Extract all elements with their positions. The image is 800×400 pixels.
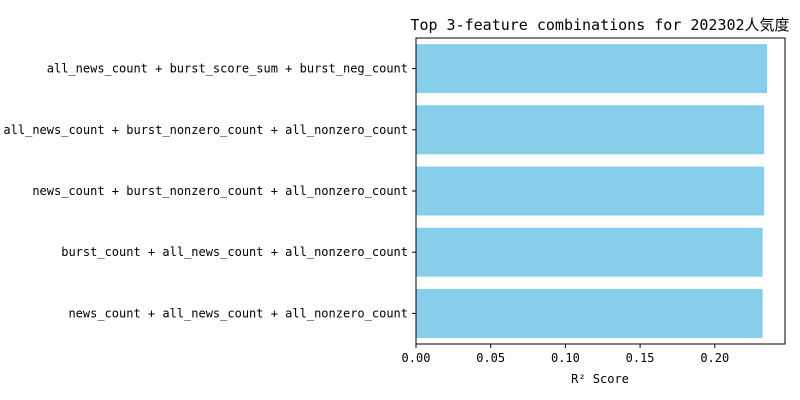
x-tick-label: 0.20 — [700, 351, 729, 365]
category-label: news_count + all_news_count + all_nonzer… — [68, 306, 408, 320]
x-axis-label: R² Score — [571, 372, 629, 386]
x-tick-label: 0.15 — [626, 351, 655, 365]
x-tick-label: 0.05 — [476, 351, 505, 365]
x-tick-label: 0.10 — [551, 351, 580, 365]
bars-group — [416, 44, 768, 338]
category-labels: all_news_count + burst_score_sum + burst… — [3, 62, 416, 320]
category-label: news_count + burst_nonzero_count + all_n… — [32, 184, 408, 198]
category-label: burst_count + all_news_count + all_nonze… — [61, 245, 408, 259]
bar — [416, 288, 763, 338]
chart-title: Top 3-feature combinations for 202302人気度 — [410, 16, 789, 34]
plot-frame — [415, 37, 786, 345]
category-label: all_news_count + burst_score_sum + burst… — [47, 62, 408, 76]
bar — [416, 105, 765, 155]
bar — [416, 166, 765, 216]
bar — [416, 227, 763, 277]
bar — [416, 44, 768, 94]
x-tick-label: 0.00 — [402, 351, 431, 365]
category-label: all_news_count + burst_nonzero_count + a… — [3, 123, 408, 137]
x-axis-ticks: 0.00 0.05 0.10 0.15 0.20 — [402, 344, 729, 365]
